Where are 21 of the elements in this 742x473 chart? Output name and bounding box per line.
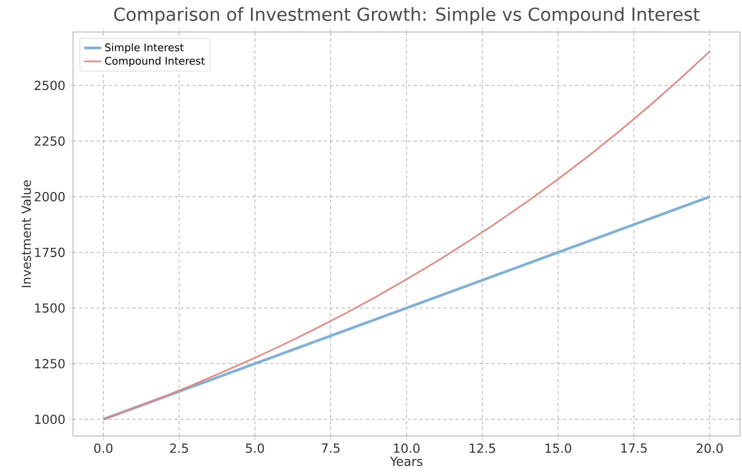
y-axis-title: Investment Value	[21, 180, 31, 288]
y-tick-label: 2500	[34, 80, 65, 90]
y-tick-label: 1250	[35, 358, 65, 368]
x-tick-label: 5.0	[246, 444, 264, 453]
y-tick-label: 1000	[35, 414, 65, 424]
x-tick-label: 12.5	[470, 444, 496, 453]
chart-title: Comparison of Investment Growth: Simple vs Compound Interest	[114, 7, 700, 25]
x-tick-label: 0.0	[94, 444, 112, 453]
x-tick-label: 2.5	[170, 444, 188, 453]
x-tick-label: 15.0	[546, 444, 572, 453]
y-tick-label: 2250	[34, 136, 65, 146]
x-tick-label: 20.0	[696, 444, 723, 453]
y-tick-label: 1750	[35, 248, 65, 258]
x-tick-label: 7.5	[322, 444, 340, 453]
x-tick-label: 17.5	[621, 444, 647, 453]
x-tick-label: 10.0	[394, 444, 420, 453]
x-axis-title: Years	[390, 456, 422, 466]
legend-label: Simple Interest	[105, 43, 184, 54]
legend-label: Compound Interest	[105, 56, 205, 67]
y-tick-label: 2000	[34, 192, 65, 202]
y-tick-label: 1500	[35, 303, 65, 313]
